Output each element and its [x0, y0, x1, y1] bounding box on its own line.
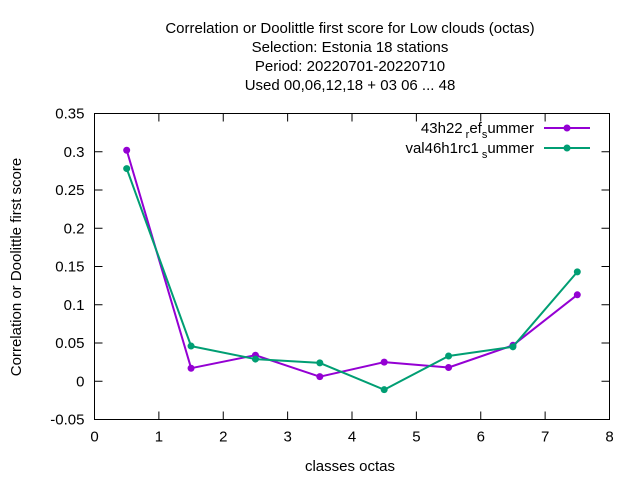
data-point-series-2 — [187, 342, 195, 350]
data-point-series-1 — [316, 373, 324, 381]
y-tick-label: 0.25 — [55, 182, 84, 199]
data-point-series-1 — [187, 364, 195, 372]
title-line-3: Period: 20220701-20220710 — [255, 58, 445, 75]
y-tick-label: 0 — [76, 373, 84, 390]
series-line-2 — [125, 168, 579, 391]
legend-label-1-sub2: s — [482, 129, 488, 141]
legend-label-1-main: 43h22 — [421, 120, 463, 137]
data-point-series-2 — [445, 352, 453, 360]
legend-label-2-sub1: s — [482, 149, 488, 161]
legend-marker-series-2 — [563, 144, 571, 152]
x-tick-label: 5 — [412, 429, 420, 446]
legend-label-1-tail: ummer — [487, 120, 534, 137]
data-point-series-2 — [123, 165, 131, 173]
x-axis-label: classes octas — [305, 458, 395, 475]
title-line-2: Selection: Estonia 18 stations — [252, 39, 449, 56]
data-point-series-1 — [123, 146, 131, 154]
data-point-series-2 — [251, 355, 259, 363]
y-axis-label: Correlation or Doolittle first score — [8, 158, 25, 376]
legend-label-2-main: val46h1rc1 — [405, 140, 478, 157]
plot-frame — [94, 113, 610, 420]
legend-label-1-sub1: r — [466, 129, 470, 141]
data-point-series-1 — [445, 363, 453, 371]
axes: -0.05 0 0.05 0.1 0.15 0.2 0.25 0.3 0.35 0 1 2 3 4 5 6 7 8 — [50, 106, 613, 446]
data-point-series-1 — [380, 358, 388, 366]
y-tick-label: 0.05 — [55, 335, 84, 352]
legend-label-2-tail: ummer — [487, 140, 534, 157]
data-point-series-2 — [316, 359, 324, 367]
data-point-series-2 — [573, 268, 581, 276]
x-tick-label: 1 — [155, 429, 163, 446]
series-line-1 — [125, 149, 578, 378]
legend: 43h22 refsummer val46h1rc1 summer — [405, 120, 590, 161]
x-tick-label: 0 — [90, 429, 98, 446]
legend-label-1-mid: ef — [469, 120, 482, 137]
x-tick-label: 6 — [477, 429, 485, 446]
data-point-series-2 — [509, 343, 517, 351]
y-tick-label: 0.3 — [64, 144, 85, 161]
legend-label-val46h1rc1-summer: val46h1rc1 summer — [405, 140, 534, 161]
y-tick-label: 0.2 — [64, 220, 85, 237]
title-line-4: Used 00,06,12,18 + 03 06 ... 48 — [245, 77, 456, 94]
chart-title: Correlation or Doolittle first score for… — [165, 20, 534, 94]
title-line-1: Correlation or Doolittle first score for… — [165, 20, 534, 37]
series-layer — [123, 146, 581, 394]
data-point-series-2 — [380, 386, 388, 394]
y-tick-label: -0.05 — [50, 412, 84, 429]
x-tick-label: 4 — [348, 429, 356, 446]
x-tick-label: 7 — [541, 429, 549, 446]
x-tick-label: 3 — [283, 429, 291, 446]
legend-label-43h22-ref-summer: 43h22 refsummer — [421, 120, 534, 141]
y-tick-label: 0.1 — [64, 297, 85, 314]
data-point-series-1 — [573, 291, 581, 299]
y-tick-label: 0.15 — [55, 259, 84, 276]
y-tick-label: 0.35 — [55, 106, 84, 123]
legend-marker-series-1 — [563, 124, 571, 132]
x-tick-label: 8 — [605, 429, 613, 446]
x-tick-label: 2 — [219, 429, 227, 446]
